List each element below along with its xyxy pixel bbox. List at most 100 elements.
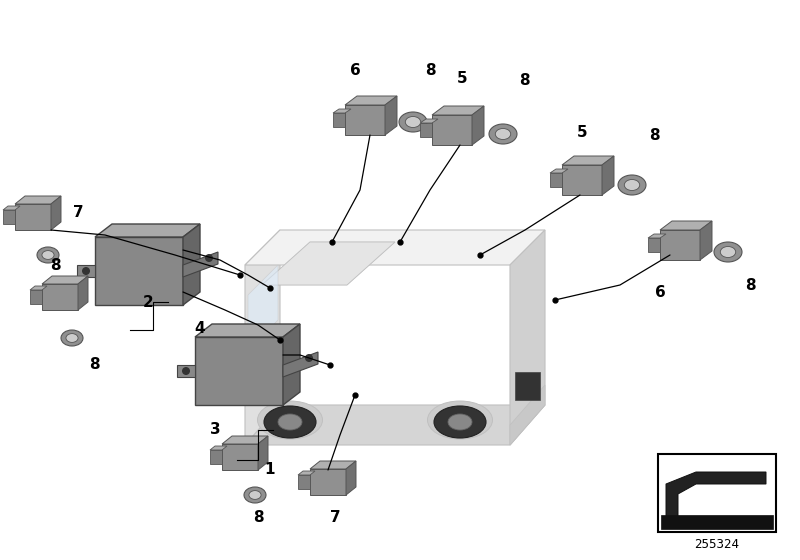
Polygon shape: [51, 196, 61, 230]
Polygon shape: [42, 284, 78, 310]
Polygon shape: [298, 475, 310, 489]
Circle shape: [305, 354, 313, 362]
Polygon shape: [660, 230, 700, 260]
Polygon shape: [95, 224, 200, 237]
Polygon shape: [183, 224, 200, 305]
Polygon shape: [3, 210, 15, 224]
Polygon shape: [210, 446, 227, 450]
Polygon shape: [472, 106, 484, 145]
Ellipse shape: [714, 242, 742, 262]
Polygon shape: [510, 385, 545, 445]
Polygon shape: [183, 252, 218, 277]
Circle shape: [205, 254, 213, 262]
Text: 1: 1: [265, 463, 275, 478]
Polygon shape: [432, 115, 472, 145]
Ellipse shape: [244, 487, 266, 503]
Ellipse shape: [489, 124, 517, 144]
Polygon shape: [245, 405, 545, 445]
Polygon shape: [248, 265, 278, 350]
Polygon shape: [42, 276, 88, 284]
Polygon shape: [262, 242, 395, 285]
Polygon shape: [222, 436, 268, 444]
Polygon shape: [333, 113, 345, 127]
Polygon shape: [210, 450, 222, 464]
Polygon shape: [660, 221, 712, 230]
Polygon shape: [420, 123, 432, 137]
Text: 7: 7: [330, 511, 340, 525]
Ellipse shape: [42, 251, 54, 259]
Polygon shape: [177, 365, 195, 377]
Text: 6: 6: [350, 63, 360, 77]
Ellipse shape: [278, 414, 302, 430]
Polygon shape: [30, 290, 42, 304]
Polygon shape: [95, 237, 183, 305]
Text: 8: 8: [89, 357, 99, 371]
Polygon shape: [30, 286, 47, 290]
Polygon shape: [283, 324, 300, 405]
Polygon shape: [648, 234, 666, 238]
Polygon shape: [385, 96, 397, 135]
Polygon shape: [562, 165, 602, 195]
Ellipse shape: [66, 334, 78, 342]
Polygon shape: [550, 173, 562, 187]
Text: 8: 8: [518, 72, 530, 87]
Polygon shape: [562, 156, 614, 165]
Polygon shape: [245, 230, 280, 445]
Ellipse shape: [264, 406, 316, 438]
Ellipse shape: [249, 491, 261, 500]
Polygon shape: [262, 242, 395, 285]
Text: 4: 4: [194, 320, 206, 335]
Polygon shape: [345, 96, 397, 105]
Polygon shape: [420, 119, 438, 123]
Polygon shape: [345, 105, 385, 135]
Polygon shape: [222, 444, 258, 470]
Circle shape: [182, 367, 190, 375]
Bar: [661, 515, 773, 529]
Text: 5: 5: [457, 71, 467, 86]
Bar: [515, 372, 540, 400]
Polygon shape: [700, 221, 712, 260]
Polygon shape: [602, 156, 614, 195]
Polygon shape: [3, 206, 20, 210]
Polygon shape: [346, 461, 356, 495]
Polygon shape: [77, 265, 95, 277]
Ellipse shape: [258, 401, 322, 439]
Ellipse shape: [495, 128, 510, 139]
Polygon shape: [15, 196, 61, 204]
Polygon shape: [666, 472, 766, 520]
Text: 255324: 255324: [694, 538, 739, 550]
Polygon shape: [310, 469, 346, 495]
Ellipse shape: [406, 116, 421, 128]
Circle shape: [82, 267, 90, 275]
Polygon shape: [15, 204, 51, 230]
Text: 7: 7: [73, 204, 83, 220]
Polygon shape: [550, 169, 568, 173]
Text: 2: 2: [142, 295, 154, 310]
Polygon shape: [310, 461, 356, 469]
Bar: [658, 454, 776, 532]
Polygon shape: [258, 436, 268, 470]
Polygon shape: [432, 106, 484, 115]
Polygon shape: [510, 230, 545, 445]
Ellipse shape: [720, 246, 736, 258]
Polygon shape: [298, 471, 315, 475]
Text: 3: 3: [210, 422, 220, 437]
Text: 6: 6: [654, 284, 666, 300]
Ellipse shape: [61, 330, 83, 346]
Text: 5: 5: [577, 124, 587, 139]
Text: 8: 8: [745, 278, 755, 292]
Ellipse shape: [427, 401, 493, 439]
Text: 8: 8: [253, 511, 263, 525]
Polygon shape: [283, 352, 318, 377]
Ellipse shape: [399, 112, 427, 132]
Ellipse shape: [448, 414, 472, 430]
Polygon shape: [648, 238, 660, 252]
Text: 8: 8: [50, 258, 60, 273]
Ellipse shape: [624, 180, 640, 190]
Ellipse shape: [434, 406, 486, 438]
Ellipse shape: [618, 175, 646, 195]
Text: 8: 8: [649, 128, 659, 142]
Polygon shape: [245, 230, 545, 265]
Ellipse shape: [37, 247, 59, 263]
Polygon shape: [195, 337, 283, 405]
